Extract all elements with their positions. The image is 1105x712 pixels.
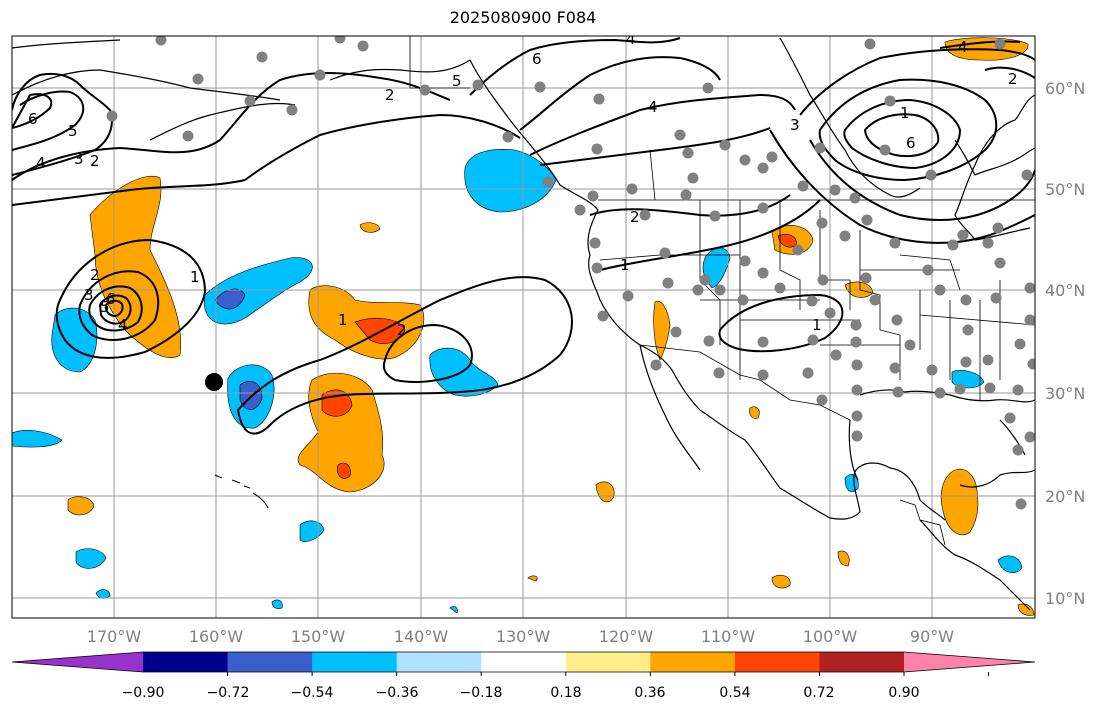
colorbar-tick-label: −0.72 — [207, 685, 250, 701]
height-contours — [12, 37, 1035, 435]
lat-label-30n: 30°N — [1045, 384, 1085, 403]
longitude-labels: 170°W 160°W 150°W 140°W 130°W 120°W 110°… — [87, 627, 954, 646]
colorbar-tick-labels: −0.90 −0.72 −0.54 −0.36 −0.18 0.18 0.36 … — [122, 685, 920, 701]
negative-anomaly-region — [95, 589, 111, 599]
lat-label-60n: 60°N — [1045, 79, 1085, 98]
negative-anomaly-region — [12, 430, 63, 448]
contour-label: 5 — [452, 72, 462, 90]
location-marker — [205, 373, 223, 391]
negative-anomaly-region — [464, 149, 557, 213]
station-markers — [106, 36, 1035, 510]
contour-label: 1 — [620, 256, 630, 274]
colorbar-segment — [143, 652, 229, 672]
lon-label-110w: 110°W — [701, 627, 756, 646]
lat-label-20n: 20°N — [1045, 487, 1085, 506]
contour-label: 2 — [90, 152, 100, 170]
colorbar-tick-label: 0.54 — [719, 685, 750, 701]
negative-anomaly-region — [429, 347, 499, 397]
negative-anomaly-region — [51, 307, 98, 373]
lon-label-140w: 140°W — [394, 627, 449, 646]
colorbar-outline — [11, 651, 1036, 673]
contour-label: 6 — [906, 134, 916, 152]
contour-label: 1 — [900, 104, 910, 122]
lon-label-170w: 170°W — [87, 627, 142, 646]
contour-label: 2 — [90, 266, 100, 284]
lon-label-150w: 150°W — [291, 627, 346, 646]
strong-positive-anomaly-region — [337, 462, 351, 479]
contour-label: 3 — [790, 116, 800, 134]
lon-label-130w: 130°W — [496, 627, 551, 646]
colorbar-tick-label: −0.36 — [376, 685, 419, 701]
negative-anomaly-region — [271, 599, 283, 609]
colorbar-segment — [819, 652, 905, 672]
lon-label-120w: 120°W — [599, 627, 654, 646]
positive-anomaly-region — [940, 468, 979, 536]
hawaiian-islands — [214, 474, 269, 509]
lat-label-40n: 40°N — [1045, 281, 1085, 300]
colorbar-tick-label: −0.90 — [122, 685, 165, 701]
colorbar-tick-label: 0.90 — [888, 685, 919, 701]
contour-label: 4 — [648, 98, 658, 116]
contour-label: 2 — [1008, 70, 1018, 88]
positive-anomaly-region — [771, 574, 791, 589]
graticule — [12, 36, 1035, 618]
contour-label: 4 — [118, 316, 128, 334]
contour-label: 3 — [74, 150, 84, 168]
colorbar-segment — [227, 652, 313, 672]
contour-label: 2 — [385, 86, 395, 104]
negative-anomaly-region — [449, 606, 458, 614]
positive-anomaly-region — [67, 496, 95, 516]
colorbar-segment — [650, 652, 736, 672]
colorbar-segment — [734, 652, 820, 672]
colorbar — [11, 651, 1036, 676]
map-title: 2025080900 F084 — [449, 8, 597, 27]
contour-label: 5 — [68, 122, 78, 140]
colorbar-tick-label: −0.18 — [460, 685, 503, 701]
contour-label: 4 — [36, 154, 46, 172]
contour-label: 6 — [28, 110, 38, 128]
positive-anomaly-region — [359, 222, 381, 233]
positive-anomaly-region — [527, 575, 538, 582]
contour-label: 3 — [84, 286, 94, 304]
map-frame — [11, 35, 1036, 619]
lat-label-10n: 10°N — [1045, 589, 1085, 608]
colorbar-tick-label: 0.36 — [634, 685, 665, 701]
contour-labels: 6 5 4 3 2 1 1 2 1 2 3 4 5 6 4 2 6 5 4 3 … — [28, 30, 1018, 339]
colorbar-tick-label: 0.18 — [550, 685, 581, 701]
lon-label-160w: 160°W — [189, 627, 244, 646]
contour-label: 1 — [190, 268, 200, 286]
colorbar-tick-label: 0.72 — [803, 685, 834, 701]
colorbar-segment — [396, 652, 482, 672]
positive-anomaly-region — [653, 300, 671, 361]
coastlines — [12, 37, 1035, 611]
contour-label: 2 — [397, 321, 407, 339]
lon-label-90w: 90°W — [910, 627, 954, 646]
contour-label: 6 — [106, 290, 116, 308]
contour-label: 6 — [532, 50, 542, 68]
colorbar-extend-max — [904, 652, 1035, 672]
negative-anomaly-region — [997, 555, 1023, 573]
latitude-labels: 60°N 50°N 40°N 30°N 20°N 10°N — [1045, 79, 1085, 608]
contour-label: 1 — [812, 316, 822, 334]
contour-label: 4 — [958, 38, 968, 56]
colorbar-segment — [312, 652, 398, 672]
contour-label: 4 — [626, 30, 636, 48]
contour-label: 5 — [100, 298, 110, 316]
contour-label: 1 — [338, 311, 348, 329]
lat-label-50n: 50°N — [1045, 180, 1085, 199]
shaded-anomaly-fields — [12, 37, 1035, 616]
lon-label-100w: 100°W — [803, 627, 858, 646]
strong-negative-anomaly-region — [214, 288, 246, 310]
positive-anomaly-region — [749, 406, 760, 419]
negative-anomaly-region — [75, 548, 107, 569]
colorbar-tick-label: −0.54 — [291, 685, 334, 701]
colorbar-segment — [565, 652, 651, 672]
contour-label: 2 — [630, 208, 640, 226]
colorbar-segment — [481, 652, 567, 672]
positive-anomaly-region — [837, 550, 850, 567]
colorbar-extend-min — [12, 652, 143, 672]
